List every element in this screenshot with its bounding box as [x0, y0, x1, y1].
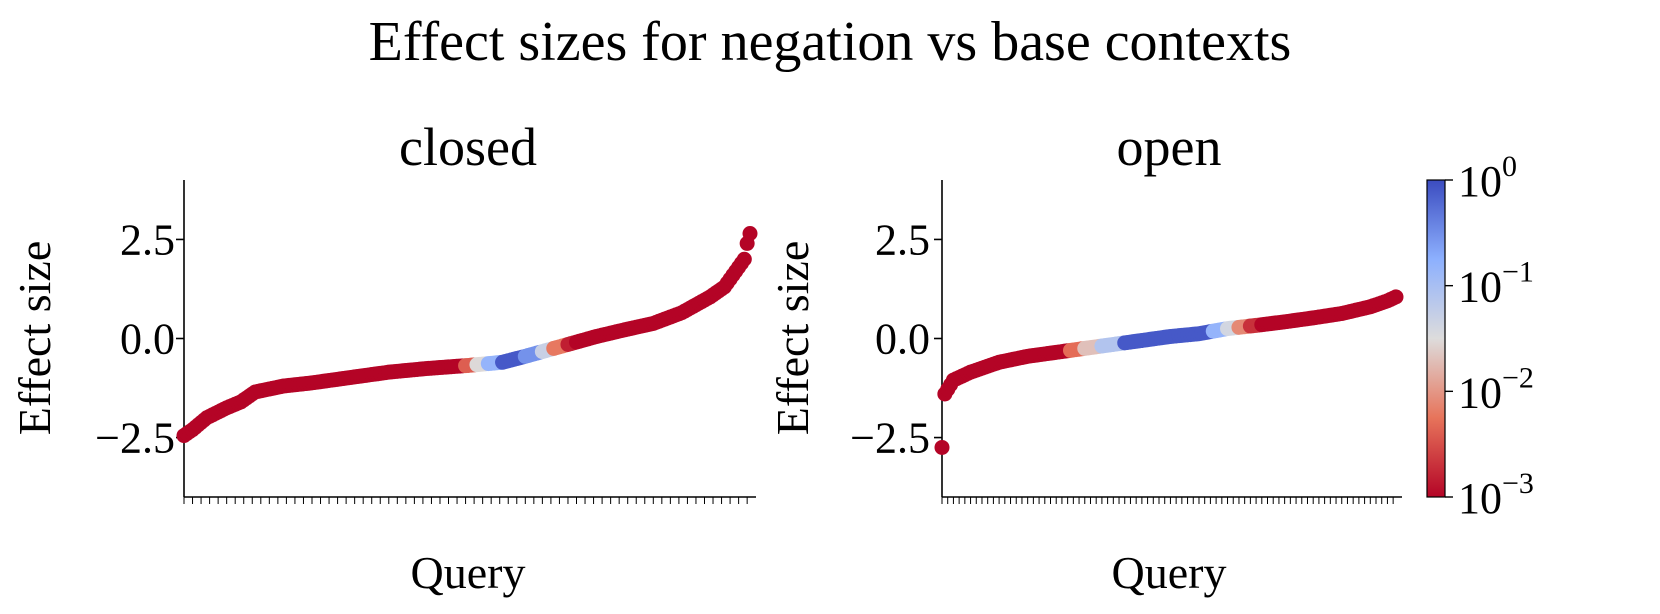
colorbar-ticks: 100 10−1 10−2 10−3: [1445, 150, 1534, 523]
panel-title: closed: [399, 117, 537, 177]
y-axis-label: Effect size: [9, 241, 60, 436]
y-tick-label: 2.5: [120, 215, 175, 264]
y-tick-label: 0.0: [875, 315, 930, 364]
panel-title: open: [1117, 117, 1222, 177]
panel-open: open −2.5 0.0 2.5 Query Effect size: [767, 117, 1404, 598]
y-tick-label: 0.0: [120, 315, 175, 364]
figure-title: Effect sizes for negation vs base contex…: [369, 11, 1292, 73]
colorbar-tick-label: 10−3: [1458, 467, 1534, 523]
data-point: [742, 225, 758, 241]
colorbar-tick-label: 10−2: [1458, 361, 1534, 417]
y-tick-label: 2.5: [875, 215, 930, 264]
data-point: [736, 251, 752, 267]
x-axis-label: Query: [1112, 547, 1227, 598]
x-axis-label: Query: [411, 547, 526, 598]
y-tick-label: −2.5: [850, 414, 930, 463]
colorbar-tick-label: 100: [1458, 150, 1517, 206]
y-tick-label: −2.5: [95, 414, 175, 463]
colorbar-gradient: [1426, 179, 1446, 498]
colorbar-tick-label: 10−1: [1458, 256, 1534, 312]
data-point: [1388, 289, 1404, 305]
plot-area-open: −2.5 0.0 2.5: [850, 180, 1404, 504]
plot-area-closed: −2.5 0.0 2.5: [95, 180, 758, 504]
panel-closed: closed −2.5 0.0 2.5 Query Effect size: [9, 117, 758, 598]
colorbar: 100 10−1 10−2 10−3: [1426, 150, 1534, 523]
y-axis-label: Effect size: [767, 241, 818, 436]
data-point: [934, 439, 950, 455]
